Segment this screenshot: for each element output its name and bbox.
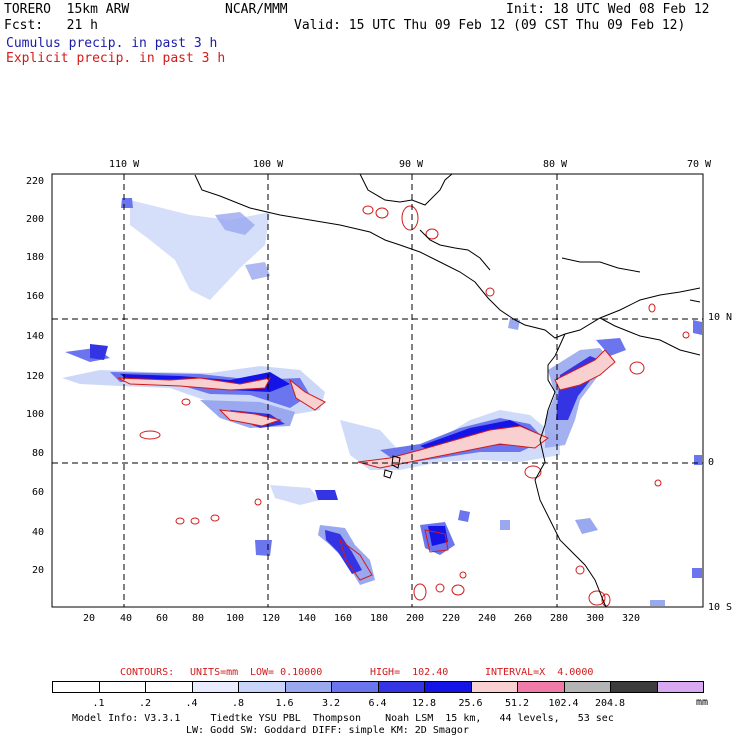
colorbar-swatch	[331, 681, 379, 693]
cumulus-legend: Cumulus precip. in past 3 h	[6, 36, 218, 51]
colorbar-swatch	[145, 681, 193, 693]
y-tick: 80	[32, 448, 45, 459]
contour-label: CONTOURS:	[120, 667, 175, 678]
init-time: Init: 18 UTC Wed 08 Feb 12	[506, 2, 710, 17]
y-tick: 180	[26, 252, 45, 263]
lon-label-70w: 70 W	[687, 159, 712, 170]
colorbar-swatch	[191, 681, 239, 693]
y-tick: 120	[26, 371, 45, 382]
lat-label-10s: 10 S	[708, 602, 733, 613]
colorbar-swatch	[563, 681, 611, 693]
colorbar-label: .1	[92, 698, 105, 709]
x-tick: 300	[586, 613, 605, 624]
x-tick: 100	[226, 613, 245, 624]
x-tick: 80	[192, 613, 205, 624]
colorbar-label: 1.6	[275, 698, 294, 709]
colorbar-swatch	[470, 681, 518, 693]
y-tick: 200	[26, 214, 45, 225]
colorbar-label: 204.8	[594, 698, 626, 709]
lon-label-80w: 80 W	[543, 159, 568, 170]
y-tick: 140	[26, 331, 45, 342]
x-tick: 240	[478, 613, 497, 624]
valid-time: Valid: 15 UTC Thu 09 Feb 12 (09 CST Thu …	[294, 18, 686, 33]
lon-label-110w: 110 W	[109, 159, 140, 170]
y-tick: 220	[26, 176, 45, 187]
colorbar-label: 12.8	[411, 698, 437, 709]
lat-lon-grid	[52, 174, 703, 607]
colorbar-swatch	[238, 681, 286, 693]
y-tick: 20	[32, 565, 45, 576]
colorbar-swatch	[377, 681, 425, 693]
colorbar-swatch	[610, 681, 658, 693]
colorbar-unit: mm	[696, 697, 709, 708]
model-info-line1: Model Info: V3.3.1 Tiedtke YSU PBL Thomp…	[72, 713, 614, 724]
colorbar-swatch	[656, 681, 704, 693]
x-tick: 260	[514, 613, 533, 624]
x-tick: 40	[120, 613, 133, 624]
contour-units: UNITS=mm	[190, 667, 239, 678]
y-tick: 60	[32, 487, 45, 498]
x-tick: 220	[442, 613, 461, 624]
lon-label-90w: 90 W	[399, 159, 424, 170]
colorbar-label: 6.4	[368, 698, 387, 709]
explicit-precip-areas	[117, 205, 690, 607]
x-tick: 180	[370, 613, 389, 624]
model-title: TORERO 15km ARW	[4, 2, 130, 17]
forecast-hour: Fcst: 21 h	[4, 18, 98, 33]
model-info-line2: LW: Godd SW: Goddard DIFF: simple KM: 2D…	[186, 725, 469, 736]
colorbar-swatch	[424, 681, 472, 693]
colorbar-swatch	[98, 681, 146, 693]
x-tick: 200	[406, 613, 425, 624]
colorbar-swatch	[284, 681, 332, 693]
colorbar-label: .4	[185, 698, 198, 709]
colorbar-label: 25.6	[458, 698, 483, 709]
organization-label: NCAR/MMM	[225, 2, 288, 17]
x-tick: 140	[298, 613, 317, 624]
x-tick: 20	[83, 613, 96, 624]
colorbar-label: 3.2	[321, 698, 341, 709]
x-tick: 60	[156, 613, 169, 624]
contour-interval: INTERVAL=X 4.0000	[485, 667, 594, 678]
colorbar-label: .2	[138, 698, 152, 709]
colorbar-label: .8	[231, 698, 245, 709]
colorbar-swatch	[52, 681, 100, 693]
colorbar-label: 102.4	[548, 698, 579, 709]
lon-label-100w: 100 W	[253, 159, 284, 170]
colorbar-swatch	[517, 681, 565, 693]
y-tick: 100	[26, 409, 45, 420]
colorbar-label: 51.2	[504, 698, 530, 709]
x-tick: 160	[334, 613, 353, 624]
islands	[383, 455, 401, 479]
x-tick: 120	[262, 613, 281, 624]
x-tick: 320	[622, 613, 641, 624]
y-tick: 160	[26, 291, 45, 302]
lat-label-10n: 10 N	[708, 312, 733, 323]
y-tick: 40	[32, 527, 45, 538]
x-tick: 280	[550, 613, 569, 624]
contour-low: LOW= 0.10000	[250, 667, 323, 678]
explicit-legend: Explicit precip. in past 3 h	[6, 51, 226, 66]
lat-label-0: 0	[708, 457, 715, 468]
contour-high: HIGH= 102.40	[370, 667, 449, 678]
